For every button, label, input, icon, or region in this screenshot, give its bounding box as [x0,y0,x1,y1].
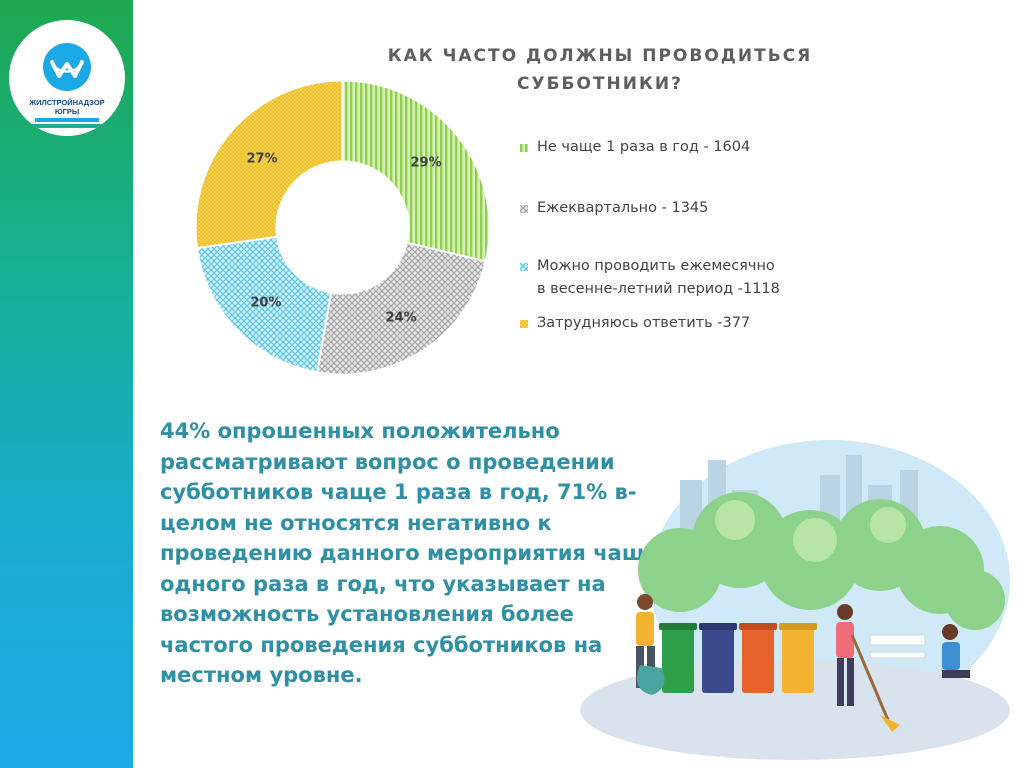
community-cleanup-illustration [580,440,1010,760]
legend-item-undecided: Затрудняюсь ответить -377 [520,312,750,335]
donut-slice-monthly [195,235,333,374]
slice-label-rarely: 29% [411,155,442,170]
conclusion-line: местном уровне. [160,663,363,687]
chart-title-line1: КАК ЧАСТО ДОЛЖНЫ ПРОВОДИТЬСЯ [387,46,813,66]
conclusion-line: рассматривают вопрос о проведении [160,449,615,474]
person-kneeling [942,624,970,678]
legend-label-rarely: Не чаще 1 раза в год - 1604 [537,139,751,155]
legend-item-monthly: Можно проводить ежемесячно в весенне-лет… [520,255,780,301]
tree-highlights [715,500,906,562]
organization-logo: ЖИЛСТРОЙНАДЗОР ЮГРЫ [9,20,125,136]
legend-label-monthly-line2: в весенне-летний период -1118 [537,281,780,297]
donut-chart: 29% 24% 20% 27% [194,79,491,376]
logo-text-line1: ЖИЛСТРОЙНАДЗОР [29,98,105,107]
legend-label-monthly-line1: Можно проводить ежемесячно [537,258,775,274]
legend-item-rarely: Не чаще 1 раза в год - 1604 [520,136,750,159]
conclusion-line: одного раза в год, что указывает на [160,571,606,596]
legend-swatch-rarely [520,144,528,152]
donut-slice-rarely [341,79,491,263]
conclusion-line: субботников чаще 1 раза в год, 71% в- [160,480,637,504]
donut-slice-undecided [194,79,344,250]
conclusion-line: проведению данного мероприятия чаще [160,541,660,565]
legend-swatch-quarterly [520,205,528,213]
donut-slice-quarterly [315,241,487,376]
person-sweeping [836,604,900,732]
conclusion-line: частого проведения субботников на [160,632,603,657]
slice-label-undecided: 27% [246,152,277,167]
conclusion-line: возможность установления более [160,602,574,626]
conclusion-line: целом не относятся негативно к [160,510,552,535]
legend-label-undecided: Затрудняюсь ответить -377 [537,315,751,331]
person-with-bag [636,594,665,695]
conclusion-line: 44% опрошенных положительно [160,419,560,443]
slice-label-monthly: 20% [250,296,281,311]
wave-logo-icon [43,43,91,91]
trash-bins [659,623,817,693]
bench [869,634,926,659]
chart-title-line2: СУББОТНИКИ? [517,74,683,94]
conclusion-text: 44% опрошенных положительно рассматриваю… [160,416,660,691]
logo-text: ЖИЛСТРОЙНАДЗОР ЮГРЫ [9,98,125,116]
logo-stripe-blue [35,118,99,122]
legend-swatch-undecided [520,320,528,328]
legend-label-quarterly: Ежеквартально - 1345 [537,200,709,216]
slice-label-quarterly: 24% [386,311,417,326]
legend-swatch-monthly [520,263,528,271]
chart-title: КАК ЧАСТО ДОЛЖНЫ ПРОВОДИТЬСЯ СУББОТНИКИ? [360,42,840,98]
legend-item-quarterly: Ежеквартально - 1345 [520,197,708,220]
logo-text-line2: ЮГРЫ [54,107,80,116]
logo-stripe-green [31,124,103,128]
